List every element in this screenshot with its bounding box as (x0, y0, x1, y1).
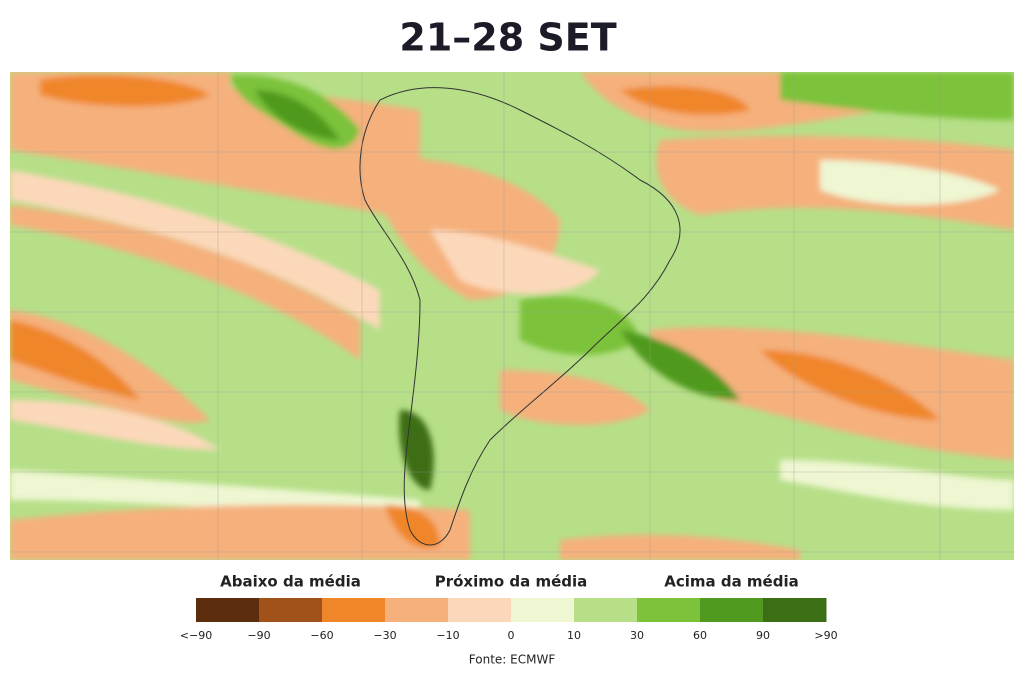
field (385, 505, 440, 549)
field (399, 410, 434, 490)
field (560, 534, 800, 560)
anomaly-fields (10, 72, 1014, 560)
legend-group-label: Próximo da média (435, 573, 588, 591)
field (500, 370, 650, 425)
legend-swatch (763, 598, 827, 622)
legend-swatch (637, 598, 701, 622)
field (10, 504, 470, 560)
field (820, 160, 1000, 205)
field (10, 320, 140, 400)
legend-group-label: Abaixo da média (220, 573, 361, 591)
field (780, 72, 1014, 120)
legend-tick-label: −60 (310, 629, 333, 642)
legend-tick-label: −90 (247, 629, 270, 642)
graticule (10, 72, 1014, 560)
legend-swatch (196, 598, 260, 622)
legend-swatch (259, 598, 323, 622)
legend: <−90 −90 −60 −30 −10 0 10 30 60 90 >90 Abaixo da mé… (180, 573, 838, 643)
legend-tick-label: −10 (436, 629, 459, 642)
legend-tick-label: 0 (508, 629, 515, 642)
field (40, 75, 210, 107)
field (10, 205, 360, 360)
title: 21–28 SET (399, 16, 616, 60)
field (520, 296, 640, 355)
legend-tick-label: 10 (567, 629, 581, 642)
legend-swatch (511, 598, 575, 622)
legend-tick-label: <−90 (180, 629, 212, 642)
legend-tick-label: >90 (814, 629, 837, 642)
field (255, 90, 340, 140)
legend-swatch (574, 598, 638, 622)
legend-swatch (448, 598, 512, 622)
continent-outline (359, 87, 681, 546)
legend-tick-label: 30 (630, 629, 644, 642)
legend-tick-label: 90 (756, 629, 770, 642)
legend-swatch (385, 598, 449, 622)
legend-group-label: Acima da média (664, 573, 799, 591)
legend-tick-label: 60 (693, 629, 707, 642)
source: Fonte: ECMWF (469, 653, 556, 667)
legend-tick-label: −30 (373, 629, 396, 642)
field (620, 86, 750, 115)
field (10, 170, 380, 330)
field (10, 400, 220, 450)
field (760, 350, 940, 420)
map (10, 72, 1014, 560)
legend-swatch (322, 598, 386, 622)
field (780, 460, 1014, 510)
field (560, 194, 665, 255)
legend-swatch (700, 598, 764, 622)
field (430, 230, 600, 294)
